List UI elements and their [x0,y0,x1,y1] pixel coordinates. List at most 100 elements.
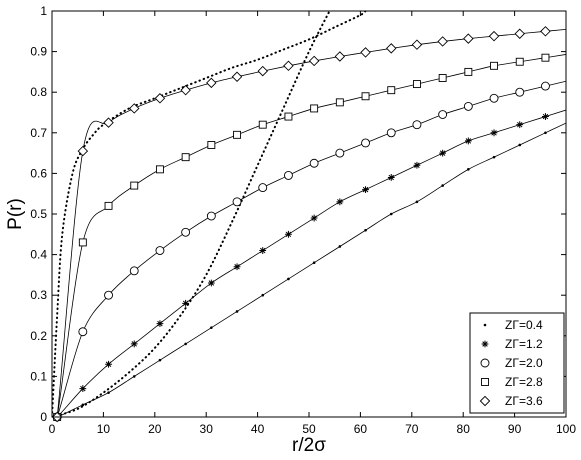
data-point-s3-8 [258,120,267,129]
data-point-s4-5 [180,84,191,96]
data-point-s3-5 [181,153,190,162]
data-point-s4-19 [540,26,551,37]
data-point-s1-18 [516,121,524,129]
data-point-s4-18 [514,28,525,39]
y-tick-label-6: 0.6 [30,166,47,180]
data-point-s1-15 [439,149,447,157]
data-point-s4-9 [283,60,294,72]
data-point-s3-11 [335,98,344,107]
y-tick-label-9: 0.9 [30,45,47,59]
data-point-s3-17 [490,61,498,70]
data-point-s0-16 [467,168,470,171]
data-point-s2-19 [540,81,550,91]
data-point-s1-5 [182,299,190,307]
data-point-s2-17 [489,93,499,103]
data-point-s0-8 [261,293,265,297]
data-point-s4-2 [103,117,114,128]
y-tick-label-3: 0.3 [30,288,47,302]
data-point-s4-6 [206,77,217,89]
data-point-s2-10 [309,158,319,168]
data-point-s3-12 [361,92,370,101]
y-tick-label-0: 0 [40,410,47,424]
data-point-s1-9 [285,230,292,238]
data-point-s3-16 [464,67,473,76]
data-point-s1-7 [233,263,241,271]
data-point-s2-11 [335,148,345,158]
data-point-s4-7 [231,71,243,83]
x-tick-label-0: 0 [49,422,56,436]
data-point-s0-13 [389,212,393,216]
data-point-s0-2 [107,391,110,394]
data-point-s2-18 [515,87,525,97]
x-tick-label-7: 70 [405,422,419,436]
data-point-s4-17 [488,30,500,42]
data-point-s1-17 [490,129,498,137]
legend-label-0: ZΓ=0.4 [505,318,543,332]
data-point-s3-6 [207,141,216,149]
data-point-s1-19 [542,113,549,120]
ticks-layer: 0 10 20 30 40 50 60 70 80 90 100 0 0.1 0.2 0.3 0.4 0.5 0.… [30,4,576,436]
y-tick-label-1: 0.1 [30,369,47,383]
data-point-s4-1 [77,145,89,157]
data-point-s4-15 [437,36,448,47]
data-point-s4-13 [386,43,397,54]
data-point-s3-13 [387,86,396,95]
data-point-s2-15 [438,110,448,119]
x-tick-label-1: 10 [97,422,111,436]
data-point-s0-19 [544,131,547,135]
data-point-s0-9 [287,277,290,281]
data-point-s2-7 [232,197,242,207]
data-point-s1-16 [464,137,472,145]
data-point-s2-5 [181,227,191,237]
x-tick-label-8: 80 [457,422,471,436]
data-point-s1-13 [387,174,395,181]
x-tick-label-5: 50 [302,422,316,436]
data-point-s3-15 [438,74,447,82]
data-point-s2-4 [155,246,165,255]
data-point-s2-2 [104,290,113,300]
data-point-s2-8 [258,183,268,193]
data-point-s1-12 [362,186,369,194]
series-line-0 [52,122,566,417]
data-point-s2-13 [386,128,396,138]
data-point-s4-11 [334,51,346,62]
data-point-s0-14 [415,200,419,204]
data-point-s0-5 [184,342,187,346]
data-point-s0-18 [518,143,522,147]
x-tick-label-9: 90 [508,422,522,436]
data-point-s4-12 [360,47,371,58]
markers-layer [51,26,551,423]
data-point-s2-3 [129,266,139,276]
data-point-s3-7 [233,130,241,139]
series-line-2 [52,80,566,417]
data-point-s2-14 [412,120,422,130]
data-point-s3-14 [412,80,421,89]
data-point-s0-1 [81,403,85,407]
data-point-s0-7 [235,310,239,313]
x-tick-label-10: 100 [556,422,576,436]
data-point-s3-18 [515,57,524,66]
legend-marker-2 [480,358,490,368]
data-point-s2-16 [463,101,473,111]
data-point-s4-3 [129,103,140,114]
data-point-s0-12 [364,228,367,232]
legend-marker-3 [481,378,489,386]
data-point-s1-11 [336,198,344,206]
data-point-s2-9 [283,170,293,180]
x-axis-title: r/2σ [292,435,326,456]
data-point-s1-6 [207,279,215,287]
legend-label-2: ZΓ=2.0 [505,356,543,370]
y-tick-label-2: 0.2 [30,329,47,343]
data-point-s1-8 [259,247,267,254]
data-point-s4-10 [308,55,320,67]
data-point-s3-1 [78,238,87,247]
x-tick-label-2: 20 [148,422,162,436]
legend-marker-4 [479,395,491,407]
y-tick-label-8: 0.8 [30,85,47,99]
y-axis-title: P(r) [5,198,26,230]
y-tick-label-10: 1 [40,4,47,18]
data-point-s1-10 [310,214,318,222]
data-point-s3-3 [130,181,139,190]
legend-marker-0 [483,323,487,327]
data-point-s3-19 [541,53,550,62]
